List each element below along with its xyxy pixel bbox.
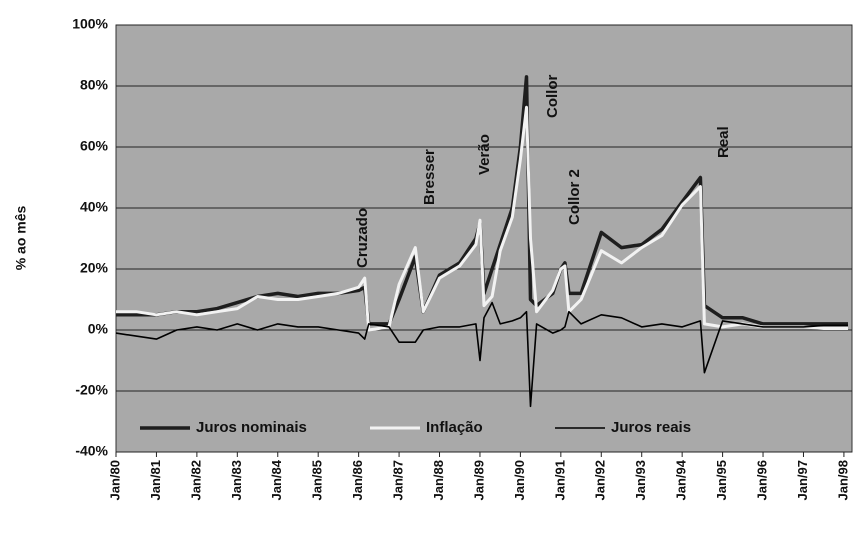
series-line [116,105,848,332]
annotation: Real [715,126,732,158]
plot-area [115,24,853,453]
x-tick-label: Jan/87 [391,460,406,500]
y-tick-label: 100% [72,16,108,32]
y-tick-label: -20% [75,382,108,398]
y-axis-label: % ao mês [13,205,29,270]
x-tick-label: Jan/84 [269,459,284,500]
x-tick-label: Jan/89 [471,460,486,500]
x-tick-label: Jan/98 [835,460,850,500]
legend-label: Juros nominais [196,419,307,436]
y-tick-label: 60% [80,138,109,154]
legend-label: Inflação [426,419,483,436]
x-tick-label: Jan/92 [593,460,608,500]
annotation: Bresser [421,149,438,205]
series-line [115,301,848,408]
x-tick-label: Jan/86 [350,460,365,500]
legend-label: Juros reais [611,419,691,436]
x-tick-label: Jan/90 [512,460,527,500]
x-tick-label: Jan/97 [795,460,810,500]
y-tick-label: 0% [88,321,109,337]
annotation: Verão [476,134,493,175]
x-tick-label: Jan/83 [229,460,244,500]
x-tick-label: Jan/91 [552,460,567,500]
y-tick-label: 40% [80,199,109,215]
x-tick-label: Jan/93 [633,460,648,500]
y-tick-label: 20% [80,260,109,276]
x-tick-label: Jan/82 [188,460,203,500]
annotation: Collor 2 [566,169,583,225]
x-tick-label: Jan/81 [148,460,163,500]
x-tick-label: Jan/94 [674,459,689,500]
y-tick-label: -40% [75,443,108,459]
x-tick-label: Jan/85 [310,460,325,500]
x-tick-label: Jan/95 [714,460,729,500]
annotation: Collor [544,75,561,118]
x-tick-label: Jan/80 [107,460,122,500]
x-tick-label: Jan/88 [431,460,446,500]
annotation: Cruzado [354,208,371,268]
y-tick-label: 80% [80,77,109,93]
x-tick-label: Jan/96 [754,460,769,500]
